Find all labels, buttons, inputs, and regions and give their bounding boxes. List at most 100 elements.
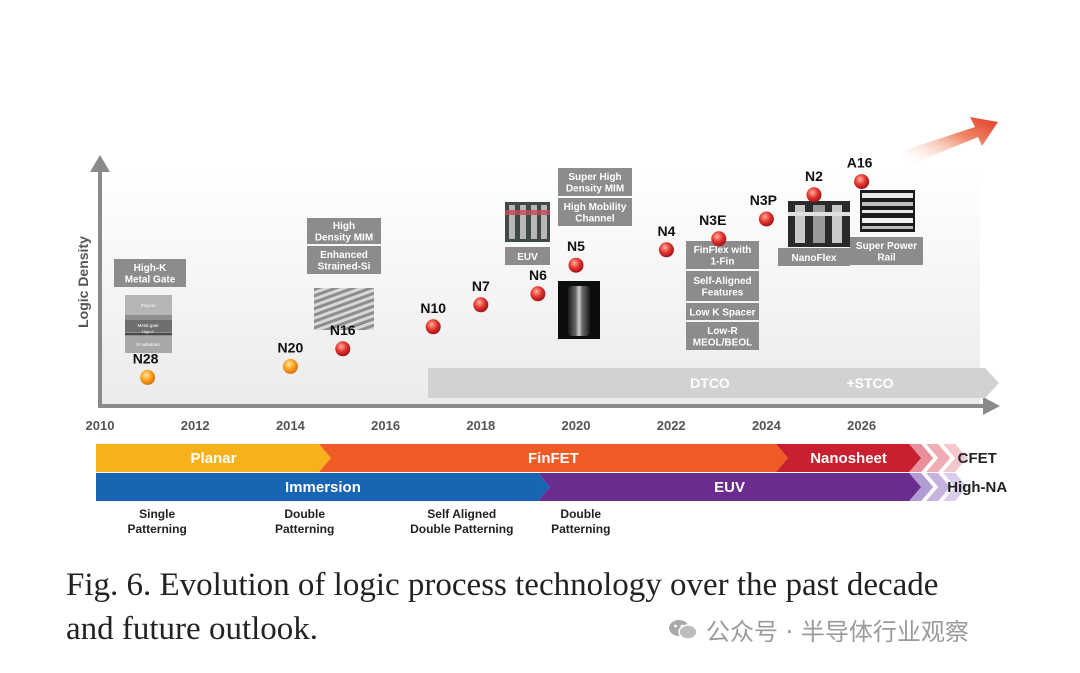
y-axis-arrow-icon [90,155,110,172]
point-label-n3p: N3P [750,192,777,208]
litho-band-chevron [926,473,951,501]
feature-label-n28: High-K [134,263,168,274]
point-n5 [568,257,584,273]
feature-box-n3e [686,303,759,320]
dtco-arrow [428,368,999,398]
patterning-label: Double [560,507,601,521]
point-n28 [140,369,156,385]
litho-band-label-high-na: High-NA [947,479,1007,496]
point-label-n10: N10 [420,300,446,316]
x-tick-label: 2010 [86,418,115,433]
x-tick-label: 2014 [276,418,306,433]
watermark: 公众号 · 半导体行业观察 [668,612,969,647]
litho-band-label-immersion: Immersion [285,479,361,496]
litho-band-label-euv: EUV [714,479,745,496]
x-tick-label: 2024 [752,418,782,433]
feature-box-n3e [686,322,759,350]
stco-label: +STCO [846,375,893,391]
image-text-high-k: High-K [142,329,155,334]
point-n3p [758,211,774,227]
transistor-band-chevron [926,444,951,472]
n2-nanoflex-image [788,201,850,247]
watermark-text: 公众号 · 半导体行业观察 [706,618,969,646]
feature-box-n16 [307,218,381,244]
feature-label-n28: Metal Gate [125,275,176,286]
feature-label-a16: Rail [877,253,896,264]
point-n3e [711,231,727,247]
feature-label-n3e: 1-Fin [711,257,735,268]
feature-label-n3e: MEOL/BEOL [693,338,752,349]
point-a16 [854,174,870,190]
x-tick-label: 2020 [562,418,591,433]
feature-label-n5: Channel [575,214,615,225]
data-points: N28 N20 N16 N10 N7 N6 N5 N4 N3E N3P N2 A16 [133,155,873,385]
x-tick-label: 2022 [657,418,686,433]
transistor-band-chevron [909,444,934,472]
wechat-icon [668,618,698,642]
litho-band-chevron [909,473,934,501]
feature-label-n3e: Features [702,288,744,299]
point-label-n2: N2 [805,168,823,184]
transistor-band-segment-finfet [318,444,788,472]
feature-label-n16: Enhanced [320,250,368,261]
image-text-poly-si: Poly-Si [141,303,155,308]
point-label-n20: N20 [278,339,304,355]
feature-label-n3e: Low K Spacer [689,307,755,318]
point-n2 [806,187,822,203]
transistor-band-label-nanosheet: Nanosheet [810,450,887,467]
x-tick-label: 2016 [371,418,400,433]
point-n16 [335,341,351,357]
patterning-label: Double [284,507,325,521]
figure-caption: Fig. 6. Evolution of logic process techn… [66,563,1066,651]
transistor-band-label-finfet: FinFET [528,450,579,467]
x-tick-labels: 2010 2012 2014 2016 2018 2020 2022 2024 2026 [86,418,877,433]
litho-band-chevron [943,473,968,501]
logic-roadmap-chart: Logic Density 2010 2012 2014 2016 2018 2020 20… [75,117,1007,536]
feature-label-n16: Strained-Si [318,262,371,273]
n28-cross-section-image: Poly-Si Metal gate High-K Si substrate [125,295,172,353]
x-tick-label: 2012 [181,418,210,433]
transistor-band-label-planar: Planar [191,450,237,467]
feature-label-n16: Density MIM [315,233,373,244]
patterning-label: Single [139,507,175,521]
point-label-n3e: N3E [699,212,726,228]
point-label-n4: N4 [657,223,675,239]
patterning-label: Patterning [551,522,610,536]
future-arrow-icon [905,117,998,165]
feature-box-n6 [505,247,550,265]
point-label-n28: N28 [133,350,159,366]
transistor-band-chevron [943,444,968,472]
x-axis-arrow-icon [983,397,1000,415]
feature-box-n28 [114,259,186,287]
point-n6 [530,286,546,302]
point-n10 [425,319,441,335]
point-label-n5: N5 [567,238,585,254]
feature-box-n3e [686,271,759,301]
image-text-metal-gate: Metal gate [137,323,159,328]
n6-euv-image [505,202,550,242]
point-label-n6: N6 [529,267,547,283]
feature-label-n6: EUV [517,252,538,263]
feature-label-n5: High Mobility [564,202,627,213]
transistor-band-segment-nanosheet [775,444,922,472]
feature-box-n3e [686,241,759,269]
feature-label-n3e: Low-R [707,326,738,337]
litho-band-segment-immersion [96,473,550,501]
point-label-a16: A16 [847,155,873,171]
axes [90,155,1000,415]
patterning-label: Patterning [275,522,334,536]
feature-label-a16: Super Power [856,241,917,252]
transistor-band-label-cfet: CFET [958,450,997,467]
feature-label-n5: Density MIM [566,184,624,195]
feature-box-n16 [307,246,381,274]
transistor-band-segment-planar [96,444,331,472]
feature-label-n16: High [333,221,355,232]
feature-box-n2 [778,248,850,266]
litho-band-segment-euv [537,473,922,501]
caption-line-1: Fig. 6. Evolution of logic process techn… [66,567,939,603]
feature-label-n5: Super High [568,172,621,183]
n5-channel-image [558,281,600,339]
image-text-si-substrate: Si substrate [136,342,160,347]
caption-line-2: and future outlook. [66,611,319,647]
